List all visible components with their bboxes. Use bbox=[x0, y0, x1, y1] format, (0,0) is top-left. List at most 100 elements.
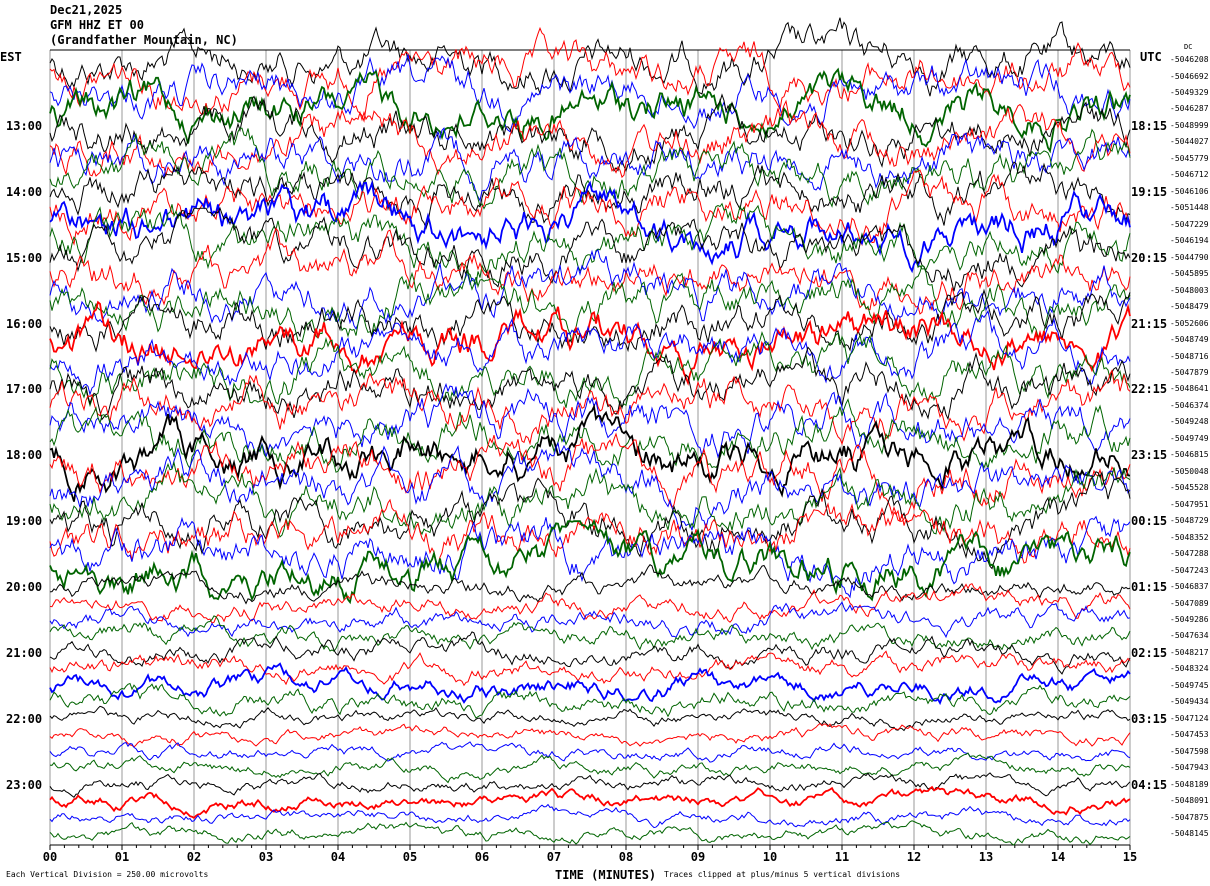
trace-row-5 bbox=[49, 99, 1131, 179]
dc-offset-label: -5048479 bbox=[1170, 302, 1209, 311]
dc-offset-label: -5046208 bbox=[1170, 55, 1209, 64]
dc-offset-label: -5048003 bbox=[1170, 285, 1209, 295]
utc-hour-label: 03:15 bbox=[1131, 711, 1168, 726]
est-hour-label: 15:00 bbox=[6, 250, 43, 265]
utc-hour-label: 22:15 bbox=[1131, 382, 1168, 397]
trace-row-15 bbox=[49, 264, 1131, 344]
trace-row-30 bbox=[49, 515, 1131, 599]
x-tick-label: 04 bbox=[330, 850, 346, 864]
location-title: (Grandfather Mountain, NC) bbox=[50, 33, 238, 47]
dc-offset-label: -5046712 bbox=[1170, 170, 1209, 180]
trace-row-18 bbox=[49, 309, 1131, 397]
clip-note: Traces clipped at plus/minus 5 vertical … bbox=[664, 870, 901, 879]
dc-offset-label: -5045895 bbox=[1170, 269, 1209, 279]
dc-offset-label: -5046837 bbox=[1170, 582, 1209, 591]
trace-row-22 bbox=[49, 382, 1131, 459]
trace-row-40 bbox=[49, 705, 1131, 732]
trace-row-1 bbox=[49, 26, 1131, 123]
est-hour-label: 13:00 bbox=[6, 118, 43, 133]
dc-offset-label: -5049434 bbox=[1170, 697, 1209, 707]
dc-offset-label: -5049248 bbox=[1170, 417, 1209, 427]
trace-row-35 bbox=[49, 615, 1131, 652]
dc-offset-label: -5048749 bbox=[1170, 335, 1209, 344]
trace-row-26 bbox=[49, 441, 1131, 531]
trace-row-7 bbox=[49, 127, 1131, 210]
trace-row-42 bbox=[49, 741, 1131, 763]
dc-offset-label: -5044027 bbox=[1170, 137, 1209, 147]
trace-row-3 bbox=[49, 67, 1131, 154]
est-hour-label: 18:00 bbox=[6, 448, 43, 463]
dc-offset-label: -5047879 bbox=[1170, 367, 1209, 377]
est-hour-label: 21:00 bbox=[6, 645, 43, 660]
dc-offset-label: -5048324 bbox=[1170, 664, 1209, 674]
dc-offset-label: -5047288 bbox=[1170, 549, 1209, 559]
trace-row-10 bbox=[49, 179, 1131, 274]
trace-row-38 bbox=[49, 662, 1131, 706]
dc-offset-label: -5048189 bbox=[1170, 779, 1209, 789]
dc-offset-label: -5046106 bbox=[1170, 186, 1209, 196]
dc-offset-label: -5047089 bbox=[1170, 598, 1209, 608]
dc-offset-label: -5046692 bbox=[1170, 71, 1209, 81]
dc-offset-label: -5047243 bbox=[1170, 565, 1209, 575]
utc-hour-label: 21:15 bbox=[1131, 316, 1168, 331]
trace-row-16 bbox=[49, 288, 1131, 353]
trace-row-14 bbox=[49, 249, 1131, 330]
trace-row-23 bbox=[49, 398, 1131, 473]
trace-row-43 bbox=[49, 752, 1131, 784]
x-tick-label: 07 bbox=[546, 850, 562, 864]
utc-hour-label: 23:15 bbox=[1131, 448, 1168, 463]
dc-offset-label: -5047124 bbox=[1170, 713, 1209, 723]
est-hour-label: 20:00 bbox=[6, 580, 43, 594]
x-tick-label: 05 bbox=[402, 850, 418, 864]
x-tick-label: 02 bbox=[186, 850, 202, 864]
est-hour-label: 22:00 bbox=[6, 711, 43, 726]
dc-offset-label: -5046374 bbox=[1170, 400, 1209, 410]
x-tick-label: 08 bbox=[618, 850, 634, 864]
dc-offset-label: -5048145 bbox=[1170, 829, 1209, 839]
est-hour-label: 19:00 bbox=[6, 514, 43, 529]
utc-hour-label: 02:15 bbox=[1131, 645, 1168, 660]
trace-row-28 bbox=[49, 470, 1131, 570]
x-tick-label: 11 bbox=[834, 850, 850, 864]
utc-hour-label: 00:15 bbox=[1131, 514, 1168, 529]
dc-offset-label: -5052606 bbox=[1170, 318, 1209, 328]
dc-offset-label: -5048641 bbox=[1170, 384, 1209, 394]
trace-row-34 bbox=[49, 601, 1131, 639]
dc-offset-label: -5051448 bbox=[1170, 203, 1209, 213]
trace-row-29 bbox=[49, 498, 1131, 568]
dc-offset-label: -5047951 bbox=[1170, 499, 1209, 509]
dc-offset-label: -5047634 bbox=[1170, 631, 1209, 641]
dc-offset-label: -5049749 bbox=[1170, 433, 1209, 443]
dc-offset-label: -5045779 bbox=[1170, 153, 1209, 163]
trace-row-33 bbox=[49, 583, 1131, 624]
dc-offset-label: -5049286 bbox=[1170, 615, 1209, 624]
trace-row-8 bbox=[49, 161, 1131, 230]
trace-row-37 bbox=[49, 650, 1131, 687]
dc-offset-label: -5048091 bbox=[1170, 796, 1209, 806]
dc-offset-label: -5047598 bbox=[1170, 746, 1209, 756]
utc-hour-label: 01:15 bbox=[1131, 580, 1168, 594]
utc-label: UTC bbox=[1140, 50, 1162, 64]
trace-row-32 bbox=[49, 564, 1131, 605]
trace-row-25 bbox=[49, 432, 1131, 522]
dc-label: DC bbox=[1184, 43, 1193, 51]
x-tick-label: 15 bbox=[1122, 850, 1138, 864]
dc-offset-label: -5046287 bbox=[1170, 104, 1209, 114]
x-tick-label: 10 bbox=[762, 850, 778, 864]
dc-offset-label: -5047943 bbox=[1170, 763, 1209, 773]
trace-row-41 bbox=[49, 722, 1131, 748]
x-tick-label: 00 bbox=[42, 850, 58, 864]
trace-row-2 bbox=[49, 54, 1131, 133]
trace-row-11 bbox=[49, 202, 1131, 286]
dc-offset-label: -5050048 bbox=[1170, 466, 1209, 476]
trace-row-20 bbox=[49, 346, 1131, 421]
est-label: EST bbox=[0, 50, 22, 64]
trace-row-36 bbox=[49, 631, 1131, 675]
trace-row-6 bbox=[49, 127, 1131, 202]
dc-offset-label: -5046815 bbox=[1170, 450, 1209, 460]
trace-row-13 bbox=[49, 227, 1131, 315]
dc-offset-label: -5046194 bbox=[1170, 236, 1209, 246]
trace-row-31 bbox=[49, 518, 1131, 605]
trace-row-46 bbox=[49, 803, 1131, 829]
